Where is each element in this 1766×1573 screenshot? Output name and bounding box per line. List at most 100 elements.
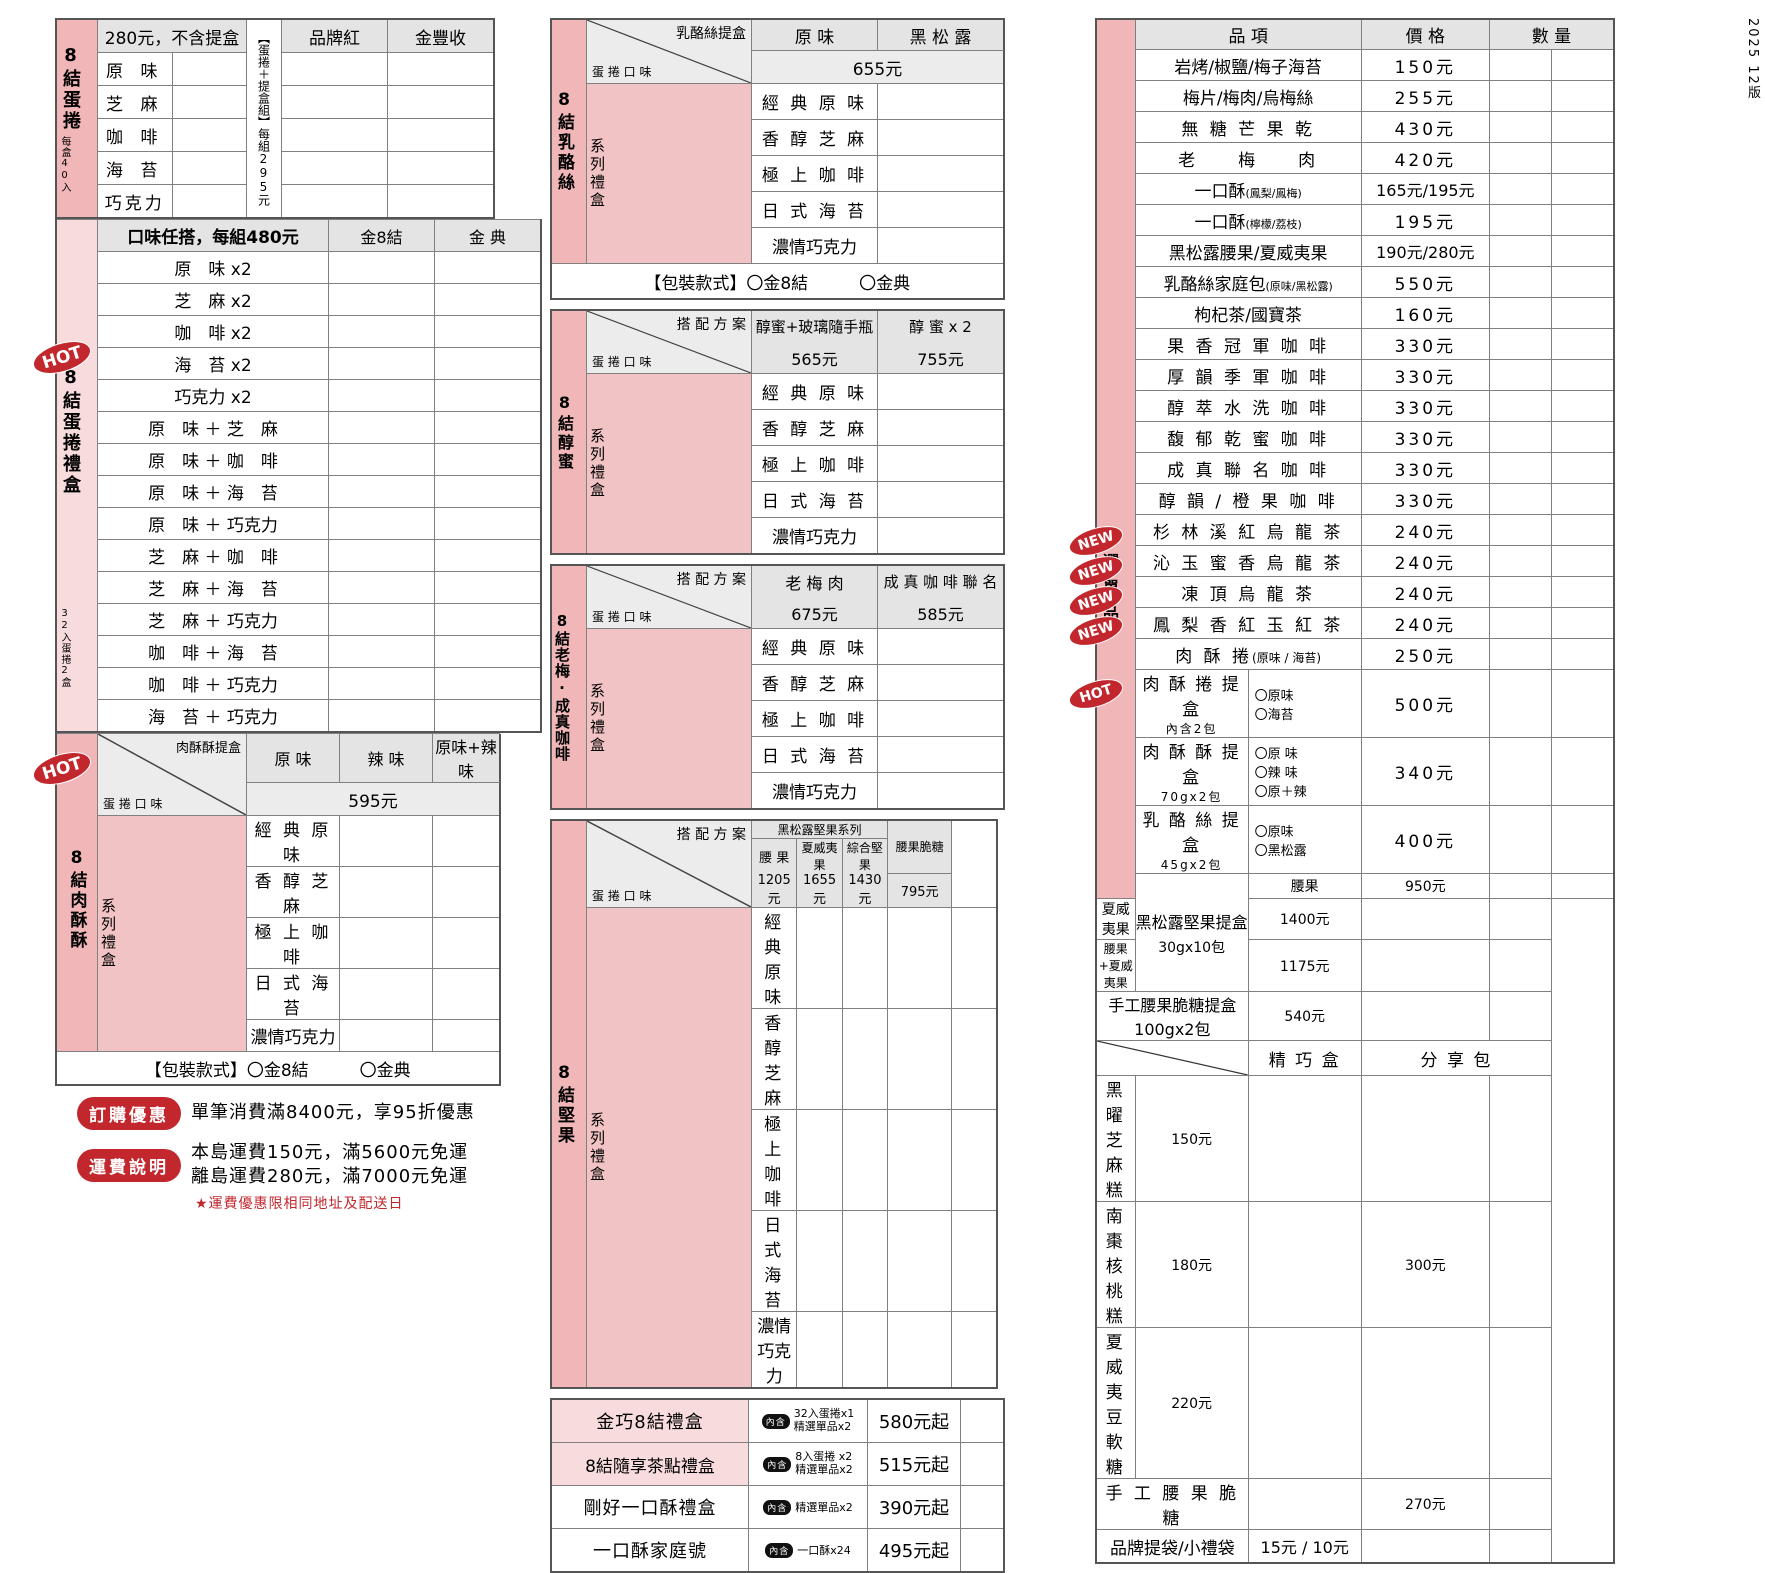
nuts-qty-cell[interactable] [887, 1311, 953, 1389]
nutbox-qty-cell[interactable] [1488, 939, 1553, 992]
item-qty-cell[interactable] [1488, 266, 1553, 298]
option-qty-cell[interactable] [1488, 669, 1553, 738]
item-qty-cell[interactable] [1551, 545, 1615, 577]
eggroll-qty-cell[interactable] [171, 85, 247, 119]
giftbox-qty-cell[interactable] [328, 443, 435, 476]
item-qty-cell[interactable] [1488, 328, 1553, 360]
nuts-qty-cell[interactable] [841, 907, 889, 1009]
item-qty-cell[interactable] [1488, 173, 1553, 205]
item-qty-cell[interactable] [1551, 607, 1615, 639]
giftbox-qty-cell[interactable] [328, 283, 435, 316]
giftbox-qty-cell[interactable] [328, 315, 435, 348]
plum-qty-cell[interactable] [877, 736, 1004, 773]
pork-qty-cell[interactable] [432, 1019, 500, 1052]
option-qty-cell[interactable] [1488, 737, 1553, 806]
item-qty-cell[interactable] [1488, 235, 1553, 267]
eggroll-qty-cell[interactable] [281, 85, 388, 119]
nuts-qty-cell[interactable] [951, 1109, 998, 1211]
giftbox-qty-cell[interactable] [328, 603, 435, 636]
nuts-qty-cell[interactable] [887, 1210, 953, 1312]
cake-qty-b[interactable] [1488, 1075, 1553, 1202]
option-choice[interactable]: 〇原味 [1254, 824, 1294, 840]
plum-qty-cell[interactable] [877, 772, 1004, 810]
pork-qty-cell[interactable] [432, 866, 500, 918]
item-qty-cell[interactable] [1488, 142, 1553, 174]
set-qty-cell[interactable] [960, 1398, 1005, 1443]
nutbox-qty-cell[interactable] [1488, 898, 1553, 940]
giftbox-qty-cell[interactable] [434, 315, 542, 348]
giftbox-qty-cell[interactable] [434, 699, 542, 733]
nuts-qty-cell[interactable] [841, 1210, 889, 1312]
eggroll-qty-cell[interactable] [387, 151, 495, 185]
item-qty-cell[interactable] [1488, 111, 1553, 143]
bag-qty-cell[interactable] [1360, 1529, 1490, 1564]
option-choices[interactable]: 〇原 味 〇辣 味 〇原＋辣 [1247, 737, 1362, 806]
item-qty-cell[interactable] [1488, 80, 1553, 112]
item-qty-cell[interactable] [1488, 49, 1553, 81]
bag-qty-cell[interactable] [1488, 1529, 1553, 1564]
cheese-qty-cell[interactable] [877, 83, 1004, 120]
giftbox-qty-cell[interactable] [328, 539, 435, 572]
giftbox-qty-cell[interactable] [328, 475, 435, 508]
nutbox-qty-cell[interactable] [1360, 939, 1490, 992]
pork-qty-cell[interactable] [339, 866, 433, 918]
package-note-col1[interactable]: 【包裝款式】〇金8結 〇金典 [55, 1051, 500, 1086]
pork-qty-cell[interactable] [432, 815, 500, 867]
option-qty-cell[interactable] [1551, 669, 1615, 738]
eggroll-qty-cell[interactable] [281, 118, 388, 152]
giftbox-qty-cell[interactable] [328, 699, 435, 733]
nuts-qty-cell[interactable] [796, 1311, 843, 1389]
cheese-qty-cell[interactable] [877, 191, 1004, 228]
eggroll-qty-cell[interactable] [387, 52, 495, 86]
item-qty-cell[interactable] [1488, 483, 1553, 515]
item-qty-cell[interactable] [1488, 390, 1553, 422]
nuts-qty-cell[interactable] [796, 907, 843, 1009]
nuts-qty-cell[interactable] [951, 1311, 998, 1389]
eggroll-qty-cell[interactable] [387, 85, 495, 119]
item-qty-cell[interactable] [1488, 297, 1553, 329]
option-choice[interactable]: 〇原味 [1254, 688, 1294, 704]
nuts-qty-cell[interactable] [951, 907, 998, 1009]
item-qty-cell[interactable] [1551, 80, 1615, 112]
giftbox-qty-cell[interactable] [434, 571, 542, 604]
item-qty-cell[interactable] [1551, 390, 1615, 422]
cake-qty-a[interactable] [1247, 1327, 1362, 1479]
nutbox-qty-cell[interactable] [1488, 873, 1553, 899]
item-qty-cell[interactable] [1551, 266, 1615, 298]
nuts-qty-cell[interactable] [887, 907, 953, 1009]
item-qty-cell[interactable] [1488, 452, 1553, 484]
honey-qty-cell[interactable] [877, 409, 1004, 446]
nuts-qty-cell[interactable] [887, 1008, 953, 1110]
cheese-qty-cell[interactable] [877, 227, 1004, 264]
item-qty-cell[interactable] [1488, 607, 1553, 639]
set-qty-cell[interactable] [960, 1442, 1005, 1486]
giftbox-qty-cell[interactable] [328, 507, 435, 540]
honey-qty-cell[interactable] [877, 373, 1004, 410]
nuts-qty-cell[interactable] [796, 1210, 843, 1312]
option-choice[interactable]: 〇辣 味 [1254, 766, 1298, 781]
brittle-qty-cell[interactable] [1488, 991, 1553, 1041]
pork-qty-cell[interactable] [339, 917, 433, 969]
eggroll-qty-cell[interactable] [387, 118, 495, 152]
cheese-qty-cell[interactable] [877, 155, 1004, 192]
honey-qty-cell[interactable] [877, 445, 1004, 482]
giftbox-qty-cell[interactable] [328, 635, 435, 668]
item-qty-cell[interactable] [1551, 483, 1615, 515]
option-choices[interactable]: 〇原味 〇黑松露 [1247, 805, 1362, 874]
set-qty-cell[interactable] [960, 1485, 1005, 1529]
giftbox-qty-cell[interactable] [434, 379, 542, 412]
eggroll-qty-cell[interactable] [281, 184, 388, 219]
option-choice[interactable]: 〇黑松露 [1254, 843, 1307, 859]
honey-qty-cell[interactable] [877, 517, 1004, 555]
item-qty-cell[interactable] [1551, 328, 1615, 360]
brittle-qty-cell[interactable] [1360, 991, 1490, 1041]
giftbox-qty-cell[interactable] [328, 411, 435, 444]
giftbox-qty-cell[interactable] [434, 539, 542, 572]
eggroll-qty-cell[interactable] [171, 118, 247, 152]
item-qty-cell[interactable] [1551, 111, 1615, 143]
giftbox-qty-cell[interactable] [328, 571, 435, 604]
plum-qty-cell[interactable] [877, 700, 1004, 737]
set-qty-cell[interactable] [960, 1528, 1005, 1573]
option-qty-cell[interactable] [1551, 737, 1615, 806]
pork-qty-cell[interactable] [432, 968, 500, 1020]
